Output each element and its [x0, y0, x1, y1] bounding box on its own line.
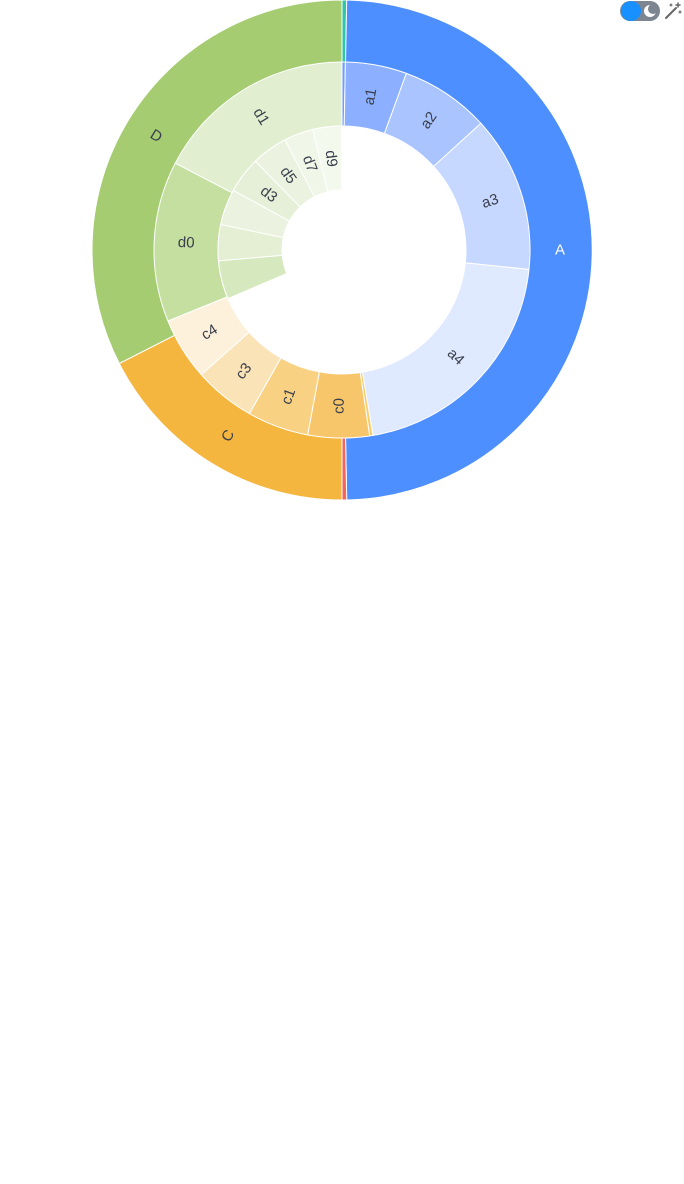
chart-toolbar: [618, 0, 684, 22]
outer-slice-2[interactable]: [341, 435, 348, 501]
slice-label-d5: d5: [276, 164, 300, 187]
slice-label-d3: d3: [257, 182, 281, 206]
slice-label-c0: c0: [331, 398, 348, 414]
slice-label-a1: a1: [361, 87, 381, 107]
moon-icon: [644, 4, 657, 17]
slice-label-d7: d7: [299, 153, 321, 175]
slice-label-d1: d1: [250, 105, 273, 128]
slice-label-A: A: [555, 242, 565, 259]
slice-label-c1: c1: [278, 386, 299, 407]
slice-label-c4: c4: [198, 321, 220, 344]
magic-wand-icon[interactable]: [663, 1, 683, 21]
inner-ring: [217, 125, 343, 300]
middle-ring: [153, 61, 531, 439]
outer-ring: [91, 0, 593, 501]
slice-label-a2: a2: [417, 109, 440, 132]
slice-label-a3: a3: [480, 191, 501, 212]
slice-label-d0: d0: [177, 234, 194, 252]
theme-toggle[interactable]: [620, 1, 660, 21]
inner-slice-1[interactable]: [217, 254, 288, 300]
inner-slice-d9[interactable]: [312, 125, 343, 193]
slice-label-d9: d9: [322, 149, 341, 168]
toggle-knob: [621, 1, 641, 21]
